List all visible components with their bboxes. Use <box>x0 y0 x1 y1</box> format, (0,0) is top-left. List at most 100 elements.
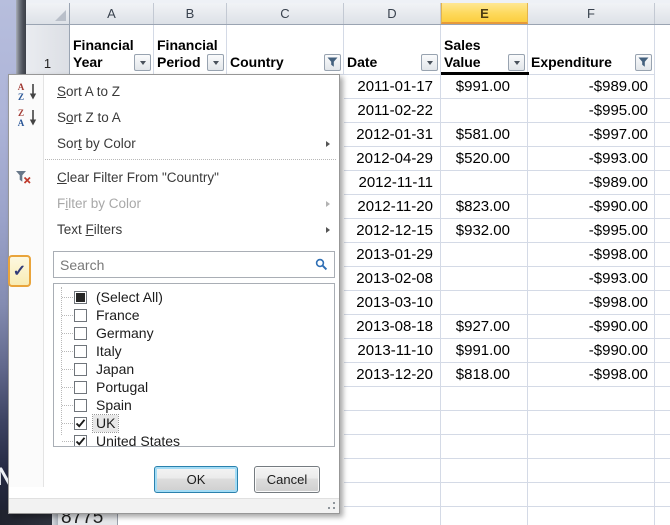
filter-value-spain[interactable]: Spain <box>54 396 334 414</box>
checkbox-checked-icon[interactable] <box>74 416 87 430</box>
cell-date[interactable]: 2013-08-18 <box>344 315 441 339</box>
cell-sales-value[interactable]: $823.00 <box>441 195 528 219</box>
cell-date[interactable]: 2012-11-11 <box>344 171 441 195</box>
cell-expenditure[interactable]: -$990.00 <box>528 339 655 363</box>
checkbox-unchecked-icon[interactable] <box>74 398 87 412</box>
filter-value-portugal[interactable]: Portugal <box>54 378 334 396</box>
search-input[interactable]: Search <box>53 251 335 278</box>
filter-value-germany[interactable]: Germany <box>54 324 334 342</box>
select-all-corner[interactable] <box>26 3 70 24</box>
cell-date[interactable]: 2011-02-22 <box>344 99 441 123</box>
header-cell-f[interactable]: Expenditure <box>528 25 655 75</box>
cell-sales-value[interactable] <box>441 243 528 267</box>
cell-sales-value[interactable] <box>441 267 528 291</box>
cell-date[interactable]: 2012-04-29 <box>344 147 441 171</box>
filter-value-japan[interactable]: Japan <box>54 360 334 378</box>
cell-empty[interactable] <box>655 267 670 291</box>
cell-date[interactable]: 2013-03-10 <box>344 291 441 315</box>
cell-date[interactable]: 2013-11-10 <box>344 339 441 363</box>
cell-sales-value[interactable]: $818.00 <box>441 363 528 387</box>
filter-value-italy[interactable]: Italy <box>54 342 334 360</box>
cell-expenditure[interactable]: -$998.00 <box>528 291 655 315</box>
checkbox-unchecked-icon[interactable] <box>74 362 87 376</box>
cell-expenditure[interactable]: -$993.00 <box>528 267 655 291</box>
checkmark-button[interactable]: ✓ <box>8 255 31 287</box>
cell-empty[interactable] <box>655 243 670 267</box>
filter-dropdown-button[interactable] <box>134 54 151 71</box>
cell-sales-value[interactable]: $991.00 <box>441 339 528 363</box>
cell-expenditure[interactable]: -$995.00 <box>528 99 655 123</box>
column-header-C[interactable]: C <box>227 3 344 24</box>
cell-sales-value[interactable]: $520.00 <box>441 147 528 171</box>
cell-sales-value[interactable]: $927.00 <box>441 315 528 339</box>
column-header-D[interactable]: D <box>344 3 441 24</box>
cell-date[interactable]: 2011-01-17 <box>344 75 441 99</box>
filter-active-button[interactable] <box>635 54 652 71</box>
cancel-button[interactable]: Cancel <box>254 466 320 493</box>
cell-date[interactable]: 2012-11-20 <box>344 195 441 219</box>
filter-dropdown-button[interactable] <box>508 54 525 71</box>
menu-item-sort-by-color[interactable]: Sort by Color <box>9 131 339 157</box>
checkbox-indeterminate-icon[interactable] <box>74 290 87 304</box>
filter-dropdown-button[interactable] <box>207 54 224 71</box>
header-cell-e[interactable]: Sales Value <box>441 25 528 75</box>
cell-empty[interactable] <box>655 99 670 123</box>
cell-empty[interactable] <box>655 171 670 195</box>
row-header-1[interactable]: 1 <box>26 25 70 75</box>
column-header-F[interactable]: F <box>528 3 655 24</box>
cell-empty[interactable] <box>655 75 670 99</box>
cell-expenditure[interactable]: -$998.00 <box>528 363 655 387</box>
cell-expenditure[interactable]: -$998.00 <box>528 243 655 267</box>
cell-sales-value[interactable] <box>441 291 528 315</box>
cell-expenditure[interactable]: -$995.00 <box>528 219 655 243</box>
ok-button[interactable]: OK <box>154 466 238 493</box>
checkbox-unchecked-icon[interactable] <box>74 326 87 340</box>
cell-empty[interactable] <box>655 291 670 315</box>
cell-expenditure[interactable]: -$993.00 <box>528 147 655 171</box>
header-cell-c[interactable]: Country <box>227 25 344 75</box>
cell-date[interactable]: 2012-12-15 <box>344 219 441 243</box>
header-cell-a[interactable]: Financial Year <box>70 25 154 75</box>
cell-empty[interactable] <box>655 219 670 243</box>
checkbox-unchecked-icon[interactable] <box>74 380 87 394</box>
checkbox-unchecked-icon[interactable] <box>74 344 87 358</box>
header-cell-b[interactable]: Financial Period <box>154 25 227 75</box>
cell-expenditure[interactable]: -$990.00 <box>528 195 655 219</box>
filter-value-uk[interactable]: UK <box>54 413 334 433</box>
filter-active-button[interactable] <box>324 54 341 71</box>
filter-value-united-states[interactable]: United States <box>54 432 334 446</box>
resize-grip-icon[interactable] <box>333 507 335 509</box>
menu-item-text-filters[interactable]: Text Filters <box>9 217 339 243</box>
cell-sales-value[interactable] <box>441 171 528 195</box>
cell-empty[interactable] <box>655 315 670 339</box>
cell-sales-value[interactable]: $932.00 <box>441 219 528 243</box>
column-header-B[interactable]: B <box>154 3 227 24</box>
cell-sales-value[interactable] <box>441 99 528 123</box>
filter-value--select-all-[interactable]: (Select All) <box>54 288 334 306</box>
header-cell-d[interactable]: Date <box>344 25 441 75</box>
cell-empty[interactable] <box>655 339 670 363</box>
cell-date[interactable]: 2012-01-31 <box>344 123 441 147</box>
cell-empty[interactable] <box>655 195 670 219</box>
column-header-E[interactable]: E <box>441 3 528 24</box>
cell-expenditure[interactable]: -$989.00 <box>528 171 655 195</box>
cell-date[interactable]: 2013-12-20 <box>344 363 441 387</box>
filter-dropdown-button[interactable] <box>421 54 438 71</box>
filter-value-france[interactable]: France <box>54 306 334 324</box>
cell-date[interactable]: 2013-02-08 <box>344 267 441 291</box>
cell-empty[interactable] <box>655 123 670 147</box>
column-header-A[interactable]: A <box>70 3 154 24</box>
cell-sales-value[interactable]: $991.00 <box>441 75 528 99</box>
cell-expenditure[interactable]: -$990.00 <box>528 315 655 339</box>
cell-expenditure[interactable]: -$997.00 <box>528 123 655 147</box>
menu-item-clear-filter[interactable]: Clear Filter From "Country" <box>9 165 339 191</box>
cell-date[interactable]: 2013-01-29 <box>344 243 441 267</box>
checkbox-unchecked-icon[interactable] <box>74 308 87 322</box>
cell-expenditure[interactable]: -$989.00 <box>528 75 655 99</box>
search-icon[interactable] <box>315 258 328 276</box>
cell-empty[interactable] <box>655 147 670 171</box>
checkbox-checked-icon[interactable] <box>74 434 87 446</box>
cell-empty[interactable] <box>655 363 670 387</box>
